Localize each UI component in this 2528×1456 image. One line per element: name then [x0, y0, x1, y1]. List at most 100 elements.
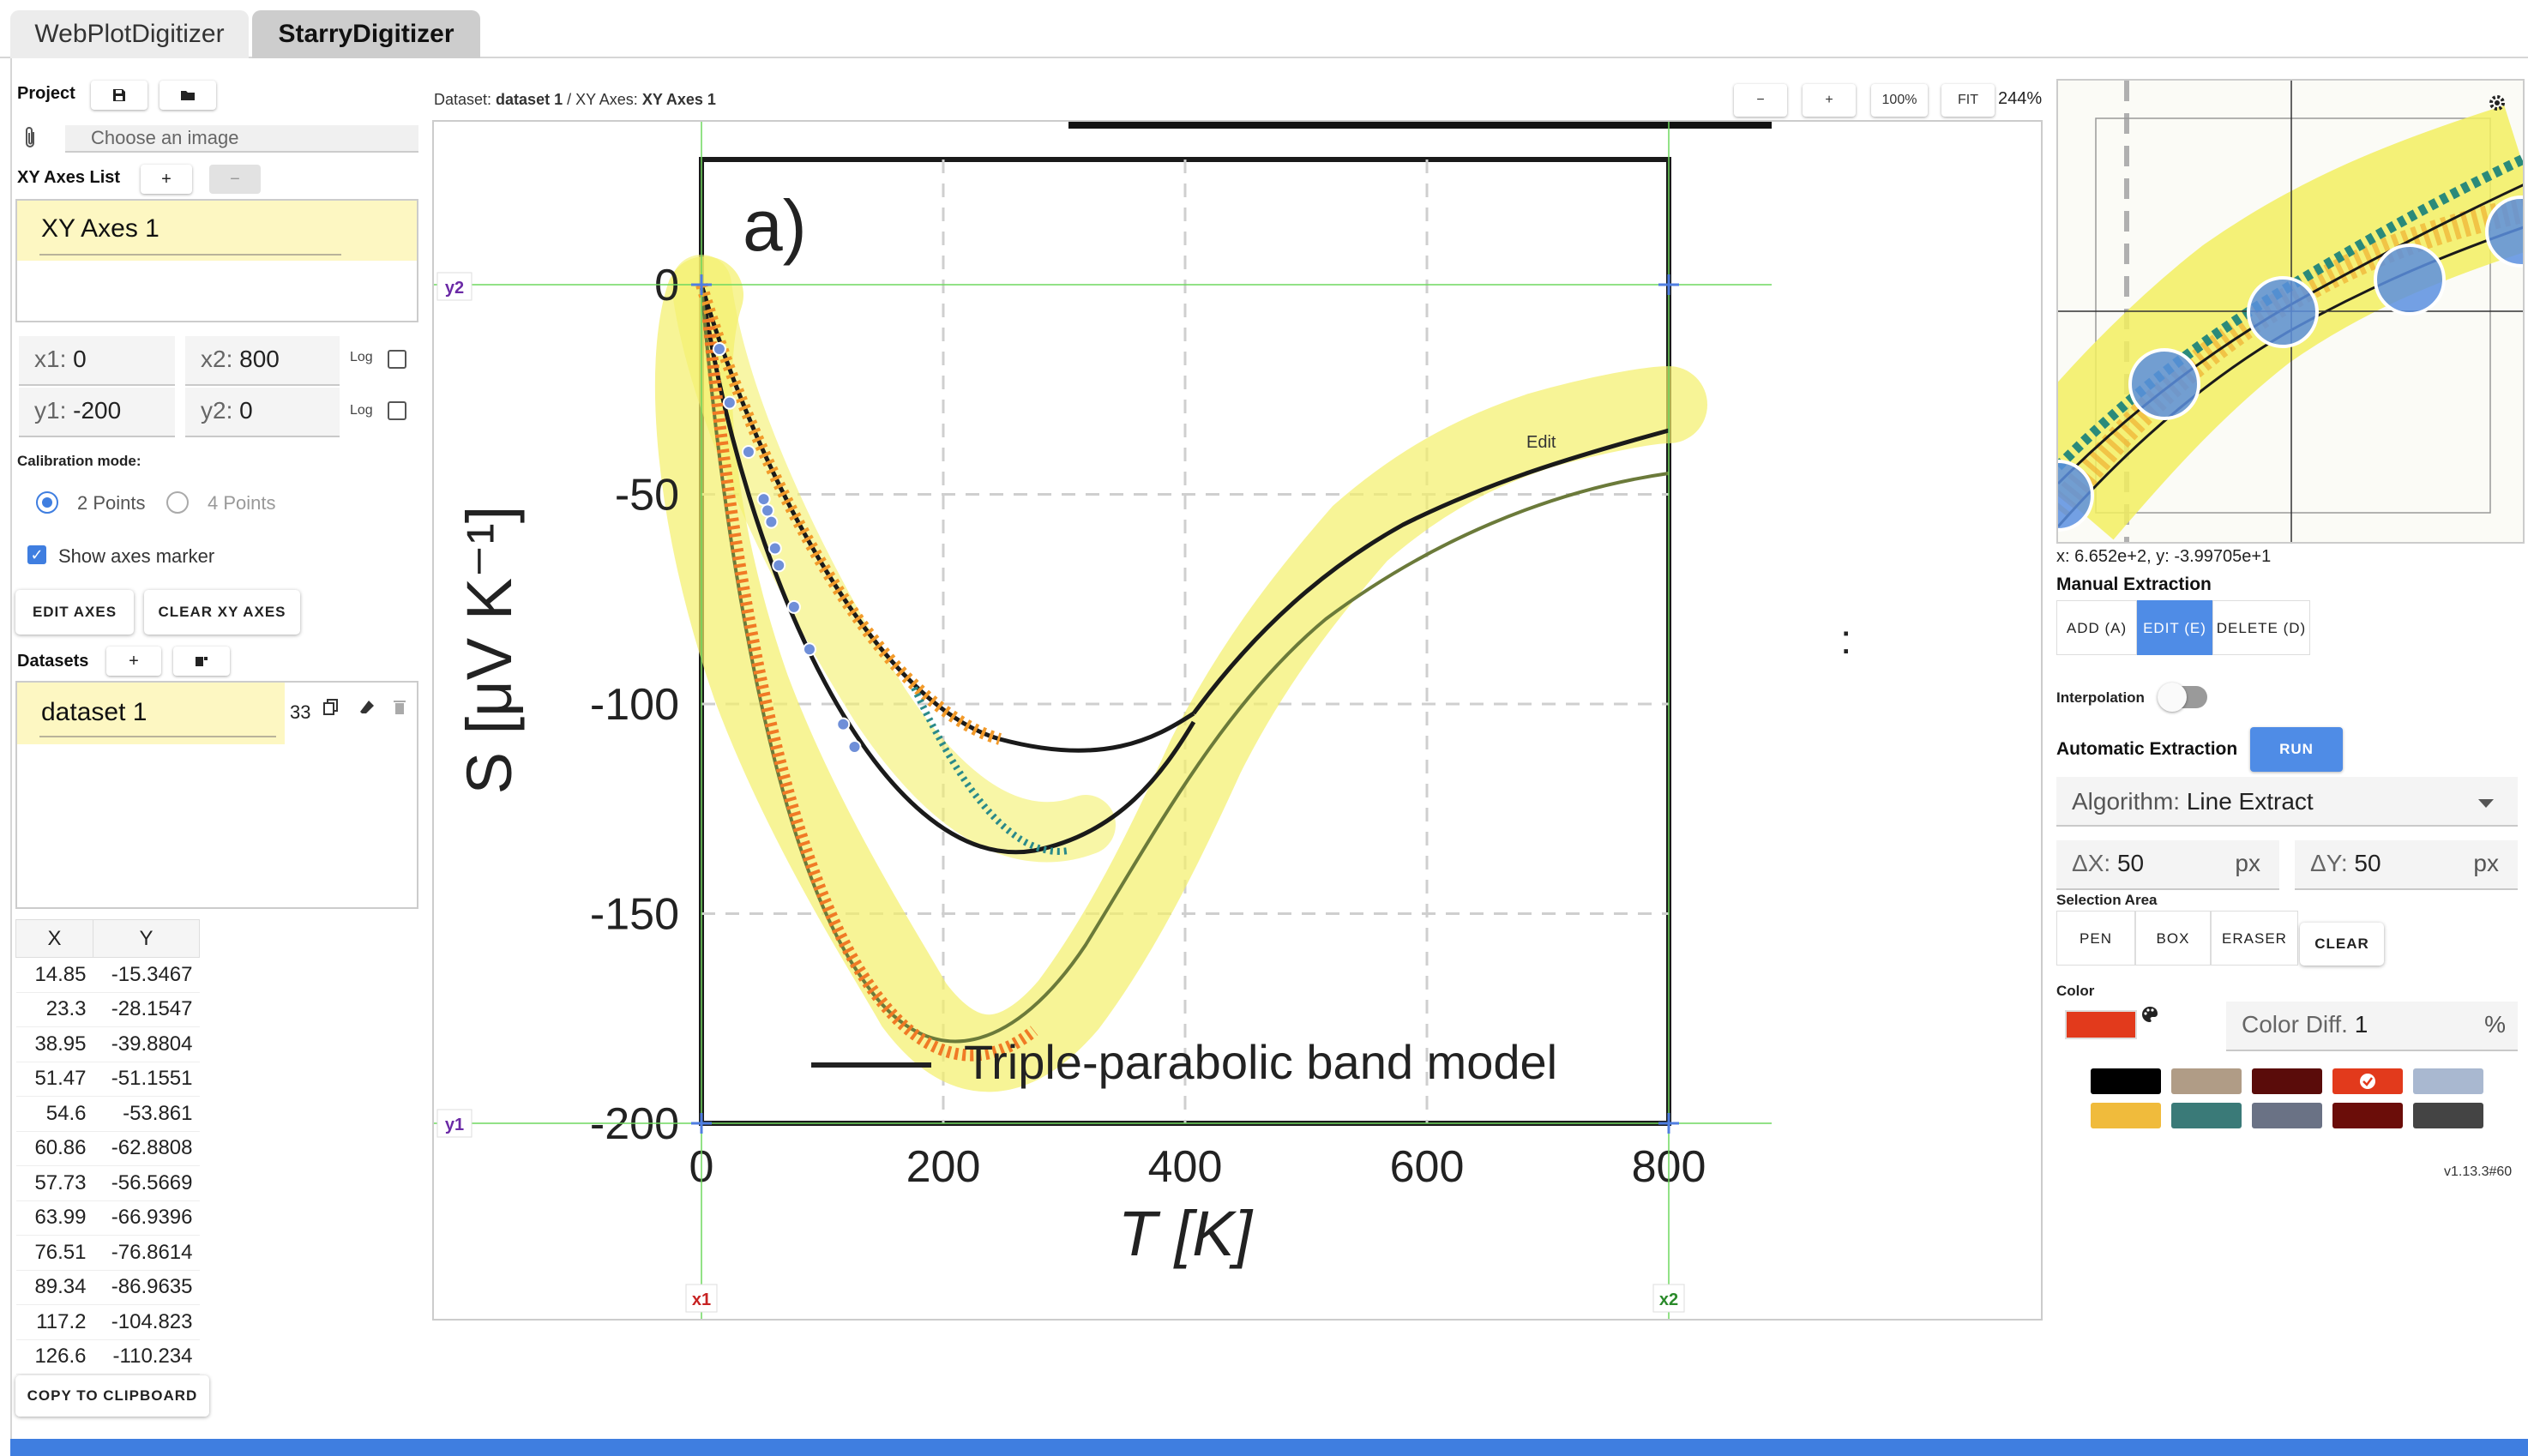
- delete-point-button[interactable]: DELETE (D): [2212, 600, 2310, 655]
- eraser-button[interactable]: ERASER: [2211, 911, 2298, 966]
- add-axes-button[interactable]: +: [141, 165, 192, 194]
- digitized-point[interactable]: [764, 514, 779, 529]
- table-row[interactable]: 54.6 -53.861: [15, 1096, 200, 1132]
- delta-x-field[interactable]: ΔX: 50 px: [2056, 840, 2279, 890]
- table-row[interactable]: 57.73 -56.5669: [15, 1165, 200, 1201]
- x1-field[interactable]: x1: 0: [19, 336, 175, 386]
- table-row[interactable]: 117.2 -104.823: [15, 1304, 200, 1340]
- paperclip-icon[interactable]: [21, 125, 39, 151]
- dataset-settings-button[interactable]: [173, 647, 230, 676]
- remove-axes-button[interactable]: −: [209, 165, 261, 194]
- axis-marker-x2[interactable]: x2: [1652, 1284, 1685, 1313]
- axis-marker-y1[interactable]: y1: [436, 1109, 472, 1138]
- add-dataset-button[interactable]: +: [106, 647, 161, 676]
- trash-icon[interactable]: [393, 698, 406, 717]
- x2-field[interactable]: x2: 800: [185, 336, 340, 386]
- table-row[interactable]: 23.3 -28.1547: [15, 992, 200, 1027]
- axis-marker-y2[interactable]: y2: [436, 272, 472, 301]
- edit-point-button[interactable]: EDIT (E): [2137, 600, 2212, 655]
- axes-list-item[interactable]: XY Axes 1: [17, 201, 417, 261]
- breadcrumb-axes: XY Axes 1: [641, 91, 716, 108]
- copy-icon[interactable]: [322, 698, 340, 717]
- digitized-point[interactable]: [802, 642, 816, 657]
- digitized-point[interactable]: [741, 445, 755, 460]
- table-row[interactable]: 38.95 -39.8804: [15, 1026, 200, 1062]
- color-swatch[interactable]: [2332, 1068, 2403, 1094]
- digitized-point[interactable]: [722, 395, 737, 410]
- x-cell: 38.95: [15, 1026, 93, 1062]
- zoom-fit-button[interactable]: FIT: [1941, 84, 1995, 117]
- digitized-point[interactable]: [756, 492, 771, 507]
- y-cell: -51.1551: [93, 1062, 200, 1097]
- zoom-in-button[interactable]: +: [1803, 84, 1856, 117]
- pen-button[interactable]: PEN: [2056, 911, 2135, 966]
- eraser-icon[interactable]: [358, 698, 376, 717]
- table-row[interactable]: 14.85 -15.3467: [15, 957, 200, 993]
- show-axes-marker-checkbox[interactable]: ✓: [27, 545, 46, 564]
- interpolation-toggle[interactable]: [2158, 683, 2207, 712]
- plot-grid: [701, 159, 1669, 1123]
- digitized-point[interactable]: [836, 717, 851, 731]
- clear-selection-button[interactable]: CLEAR: [2300, 923, 2384, 966]
- digitized-points[interactable]: [712, 342, 862, 755]
- digitized-point[interactable]: [772, 558, 786, 573]
- gear-icon[interactable]: [2487, 93, 2507, 113]
- digitized-point[interactable]: [767, 541, 782, 556]
- dataset-list-item[interactable]: dataset 1: [17, 683, 285, 744]
- color-swatch[interactable]: [2252, 1103, 2322, 1128]
- run-button[interactable]: RUN: [2250, 727, 2343, 772]
- y-log-label: Log: [350, 403, 373, 418]
- edit-axes-button[interactable]: EDIT AXES: [15, 590, 134, 635]
- color-swatch[interactable]: [2413, 1068, 2483, 1094]
- choose-image-input[interactable]: Choose an image: [65, 125, 418, 153]
- color-swatch[interactable]: [2171, 1103, 2242, 1128]
- clear-axes-button[interactable]: CLEAR XY AXES: [144, 590, 300, 635]
- copy-to-clipboard-button[interactable]: COPY TO CLIPBOARD: [15, 1375, 209, 1417]
- table-row[interactable]: 76.51 -76.8614: [15, 1235, 200, 1271]
- two-points-radio[interactable]: [36, 491, 58, 514]
- plot-canvas[interactable]: 0 200 400 600 800 0 -50 -100 -150 -200 a) S [μV K…: [432, 120, 2043, 1321]
- color-swatch[interactable]: [2171, 1068, 2242, 1094]
- color-swatch[interactable]: [2413, 1103, 2483, 1128]
- table-row[interactable]: 89.34 -86.9635: [15, 1270, 200, 1305]
- y2-field[interactable]: y2: 0: [185, 388, 340, 437]
- axis-marker-x1[interactable]: x1: [685, 1284, 718, 1313]
- manual-extraction-label: Manual Extraction: [2056, 575, 2212, 594]
- digitized-point[interactable]: [847, 740, 862, 755]
- zoom-out-button[interactable]: −: [1734, 84, 1787, 117]
- four-points-radio[interactable]: [166, 491, 189, 514]
- tab-webplotdigitizer[interactable]: WebPlotDigitizer: [10, 10, 249, 58]
- zoom-level: 244%: [1998, 89, 2043, 108]
- zoom-100-button[interactable]: 100%: [1871, 84, 1928, 117]
- box-button[interactable]: BOX: [2135, 911, 2211, 966]
- project-label: Project: [17, 84, 75, 103]
- version-label: v1.13.3#60: [2444, 1164, 2513, 1179]
- y-log-checkbox[interactable]: [388, 401, 406, 420]
- axes-item-name: XY Axes 1: [41, 214, 160, 243]
- y-tick-label: 0: [654, 261, 679, 310]
- digitized-point[interactable]: [712, 342, 726, 357]
- x-log-checkbox[interactable]: [388, 350, 406, 369]
- save-project-button[interactable]: [91, 81, 147, 110]
- y1-field[interactable]: y1: -200: [19, 388, 175, 437]
- table-row[interactable]: 60.86 -62.8808: [15, 1131, 200, 1166]
- table-row[interactable]: 51.47 -51.1551: [15, 1062, 200, 1097]
- table-row[interactable]: 63.99 -66.9396: [15, 1200, 200, 1236]
- digitized-point[interactable]: [786, 599, 801, 614]
- selected-color-swatch[interactable]: [2065, 1010, 2137, 1039]
- color-swatch[interactable]: [2252, 1068, 2322, 1094]
- table-row[interactable]: 126.6 -110.234: [15, 1339, 200, 1375]
- digitized-point[interactable]: [760, 503, 774, 518]
- color-swatch[interactable]: [2091, 1068, 2161, 1094]
- open-project-button[interactable]: [160, 81, 216, 110]
- palette-icon[interactable]: [2140, 1005, 2159, 1024]
- add-point-button[interactable]: ADD (A): [2056, 600, 2137, 655]
- color-swatch[interactable]: [2332, 1103, 2403, 1128]
- color-swatch[interactable]: [2091, 1103, 2161, 1128]
- color-diff-field[interactable]: Color Diff. 1%: [2226, 1002, 2518, 1051]
- algorithm-select[interactable]: Algorithm: Line Extract: [2056, 777, 2518, 827]
- calibration-mode-label: Calibration mode:: [17, 453, 141, 469]
- tab-starrydigitizer[interactable]: StarryDigitizer: [252, 10, 480, 58]
- delta-y-field[interactable]: ΔY: 50 px: [2295, 840, 2518, 890]
